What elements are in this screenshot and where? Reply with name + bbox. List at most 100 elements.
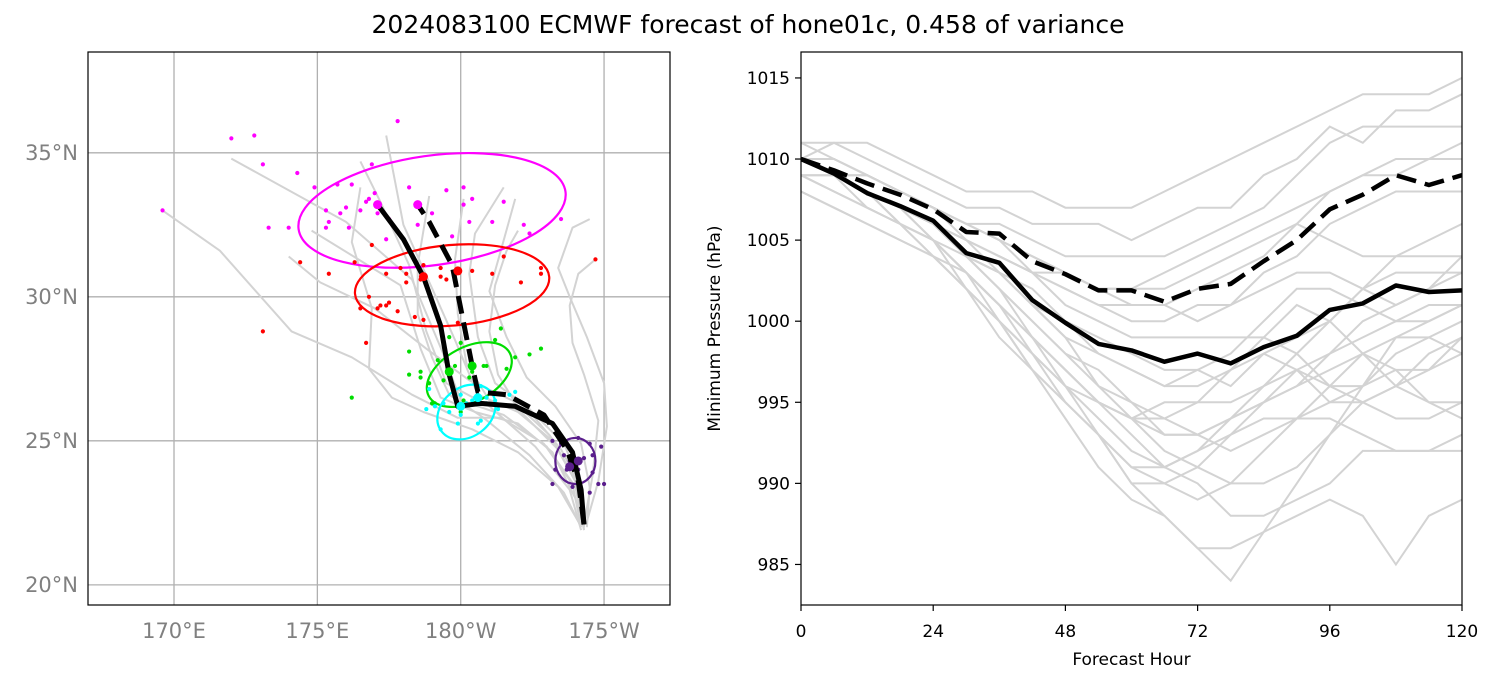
member-position: [470, 268, 475, 273]
member-position: [455, 421, 460, 426]
lat-tick-label: 30°N: [25, 285, 78, 309]
member-position: [484, 363, 489, 369]
mean-pressure-solid: [801, 156, 1462, 366]
member-position: [421, 317, 426, 322]
member-position: [252, 133, 257, 138]
member-position: [395, 309, 400, 314]
member-position: [458, 409, 463, 415]
member-position: [335, 182, 340, 187]
mean-tracks: [373, 200, 587, 525]
x-tick-label: 96: [1319, 622, 1341, 642]
member-position: [587, 441, 592, 446]
member-position: [521, 222, 526, 227]
ensemble-pressure-line: [801, 141, 1462, 323]
member-position: [352, 260, 357, 265]
mean-position-marker: [565, 462, 575, 472]
member-position: [407, 349, 412, 354]
member-position: [570, 484, 575, 490]
member-position: [590, 453, 595, 458]
member-position: [444, 188, 449, 193]
member-position: [398, 265, 403, 271]
ensemble-pressure-line: [801, 174, 1462, 388]
ensemble-pressure-lines: [801, 77, 1462, 583]
y-tick-label: 985: [758, 555, 790, 575]
member-position: [504, 366, 509, 371]
member-position: [429, 211, 435, 216]
member-position: [493, 337, 498, 343]
member-position: [599, 444, 604, 449]
member-position: [372, 191, 377, 196]
member-position: [470, 398, 475, 403]
member-position: [438, 427, 443, 432]
member-position: [518, 280, 524, 285]
member-position: [438, 265, 443, 271]
member-position: [375, 211, 380, 216]
member-position: [527, 231, 532, 236]
y-tick-label: 990: [758, 474, 790, 494]
member-position: [363, 340, 369, 346]
ensemble-track: [488, 198, 591, 528]
lat-tick-label: 20°N: [25, 573, 78, 597]
member-position: [286, 225, 291, 230]
member-position: [323, 225, 329, 230]
ensemble-pressure-line: [801, 93, 1462, 242]
member-position: [550, 438, 555, 443]
member-position: [358, 208, 363, 213]
member-position: [452, 363, 458, 369]
member-position: [478, 418, 483, 423]
x-tick-label: 0: [796, 622, 807, 642]
ellipse-48h: [353, 243, 551, 328]
member-position: [366, 196, 372, 201]
member-position: [427, 386, 432, 392]
member-position: [260, 329, 265, 334]
member-position: [576, 435, 581, 441]
mean-position-marker: [456, 401, 466, 411]
mean-track-dashed: [415, 203, 587, 525]
member-position: [384, 237, 389, 242]
y-tick-label: 1015: [747, 69, 790, 89]
member-position: [590, 470, 595, 475]
ensemble-pressure-line: [801, 190, 1462, 436]
ensemble-pressure-line: [801, 174, 1462, 485]
member-position: [458, 412, 463, 418]
map-tick-labels: 170°E 175°E 180°W 175°W 20°N 25°N 30°N 35°N: [25, 141, 640, 643]
member-position: [412, 314, 417, 320]
mean-position-marker: [444, 367, 454, 377]
member-position: [461, 398, 466, 403]
member-position: [229, 136, 234, 141]
ellipse-120h: [554, 436, 597, 486]
member-position: [407, 372, 412, 377]
member-position: [467, 375, 472, 380]
member-position: [527, 352, 532, 357]
member-position: [295, 170, 300, 176]
mean-pressure-lines: [801, 156, 1462, 366]
member-position: [538, 271, 544, 276]
member-position: [395, 119, 400, 124]
intensity-frame: [800, 51, 1463, 606]
ensemble-pressure-line: [801, 158, 1462, 501]
member-position: [498, 326, 503, 331]
x-axis-label: Forecast Hour: [1072, 650, 1190, 670]
member-position: [447, 409, 452, 415]
mean-position-marker: [453, 266, 463, 276]
member-position: [404, 280, 409, 285]
mean-position-marker: [373, 200, 383, 210]
mean-pressure-dashed: [801, 156, 1462, 304]
member-position: [427, 381, 432, 386]
member-position: [424, 407, 429, 412]
member-position: [553, 467, 558, 472]
member-position: [346, 225, 351, 230]
member-position: [458, 392, 463, 397]
ellipse-24h: [297, 151, 567, 269]
member-position: [421, 263, 426, 268]
intensity-ticks: 0 24 48 72 96 120 985 990 995 1000 1005 1010 1015: [747, 69, 1478, 642]
member-position: [266, 225, 271, 230]
member-position: [429, 401, 435, 406]
lon-tick-label: 170°E: [142, 619, 206, 643]
member-position: [493, 398, 498, 403]
map-frame: [87, 51, 671, 606]
member-position: [558, 216, 564, 222]
mean-position-marker: [473, 393, 483, 403]
mean-position-marker: [573, 456, 583, 466]
lat-tick-label: 25°N: [25, 429, 78, 453]
